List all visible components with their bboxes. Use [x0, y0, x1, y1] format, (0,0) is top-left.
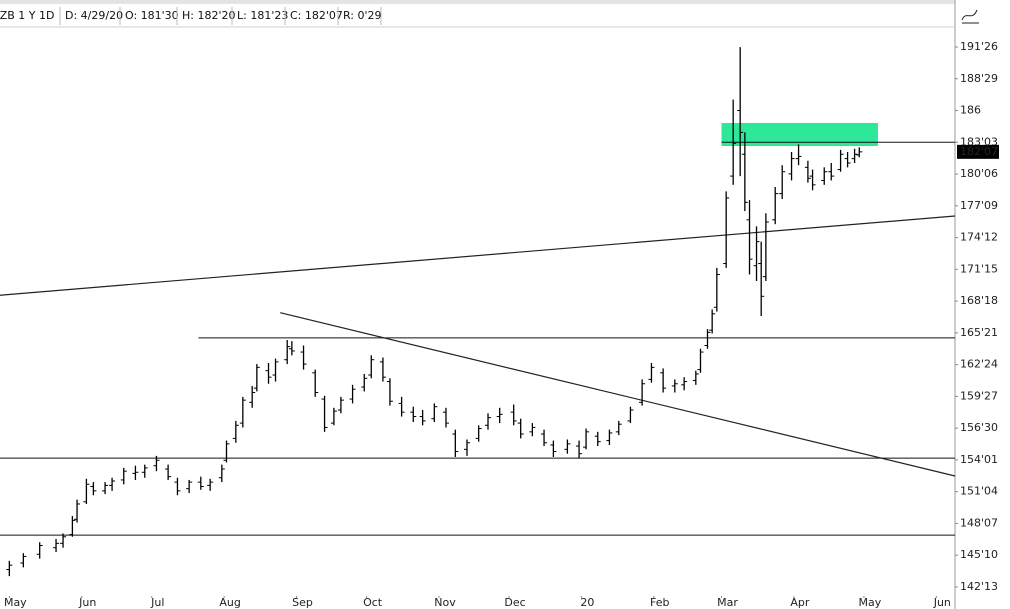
low: L: 181'23 — [237, 9, 288, 22]
zone — [721, 122, 878, 147]
y-tick-label: 142'13 — [960, 580, 998, 593]
x-tick-label: Mar — [717, 596, 738, 609]
x-tick-label: Apr — [790, 596, 810, 609]
y-tick-label: 180'06 — [960, 167, 998, 180]
x-tick-label: May — [859, 596, 882, 609]
x-tick-label: Sep — [292, 596, 313, 609]
x-tick-label: Nov — [434, 596, 456, 609]
trendline — [0, 215, 956, 296]
range: R: 0'29 — [343, 9, 382, 22]
x-tick-label: 20 — [580, 596, 594, 609]
open: O: 181'30 — [125, 9, 179, 22]
y-tick-label: 174'12 — [960, 231, 998, 244]
symbol: /ZB 1 Y 1D — [0, 9, 54, 22]
trendline — [280, 312, 956, 477]
y-tick-label: 145'10 — [960, 548, 998, 561]
header: /ZB 1 Y 1D D: 4/29/20 O: 181'30 H: 182'2… — [0, 7, 382, 25]
y-tick-label: 177'09 — [960, 199, 998, 212]
x-tick-label: Aug — [219, 596, 240, 609]
x-tick-label: Jun — [78, 596, 96, 609]
last-price-box — [957, 144, 999, 159]
y-tick-label: 191'26 — [960, 40, 998, 53]
last-price-label: 182'07 — [960, 145, 998, 158]
x-tick-label: Jun — [933, 596, 951, 609]
x-tick-label: Jul — [150, 596, 164, 609]
y-tick-label: 148'07 — [960, 516, 998, 529]
y-tick-label: 151'04 — [960, 485, 998, 498]
x-tick-label: Oct — [363, 596, 383, 609]
y-tick-label: 156'30 — [960, 421, 998, 434]
y-tick-label: 159'27 — [960, 389, 998, 402]
y-tick-label: 162'24 — [960, 358, 998, 371]
x-tick-label: Feb — [650, 596, 669, 609]
y-tick-label: 168'18 — [960, 294, 998, 307]
x-tick-label: Dec — [504, 596, 525, 609]
y-tick-label: 154'01 — [960, 453, 998, 466]
toolbar-strip — [0, 0, 955, 4]
y-tick-label: 171'15 — [960, 262, 998, 275]
x-tick-label: May — [4, 596, 27, 609]
y-tick-label: 188'29 — [960, 72, 998, 85]
y-tick-label: 165'21 — [960, 326, 998, 339]
y-tick-label: 186 — [960, 104, 981, 117]
drawing-tool-icon[interactable] — [961, 9, 979, 24]
date: D: 4/29/20 — [65, 9, 123, 22]
high: H: 182'20 — [182, 9, 236, 22]
close: C: 182'07 — [290, 9, 343, 22]
icon-curve — [961, 9, 978, 21]
